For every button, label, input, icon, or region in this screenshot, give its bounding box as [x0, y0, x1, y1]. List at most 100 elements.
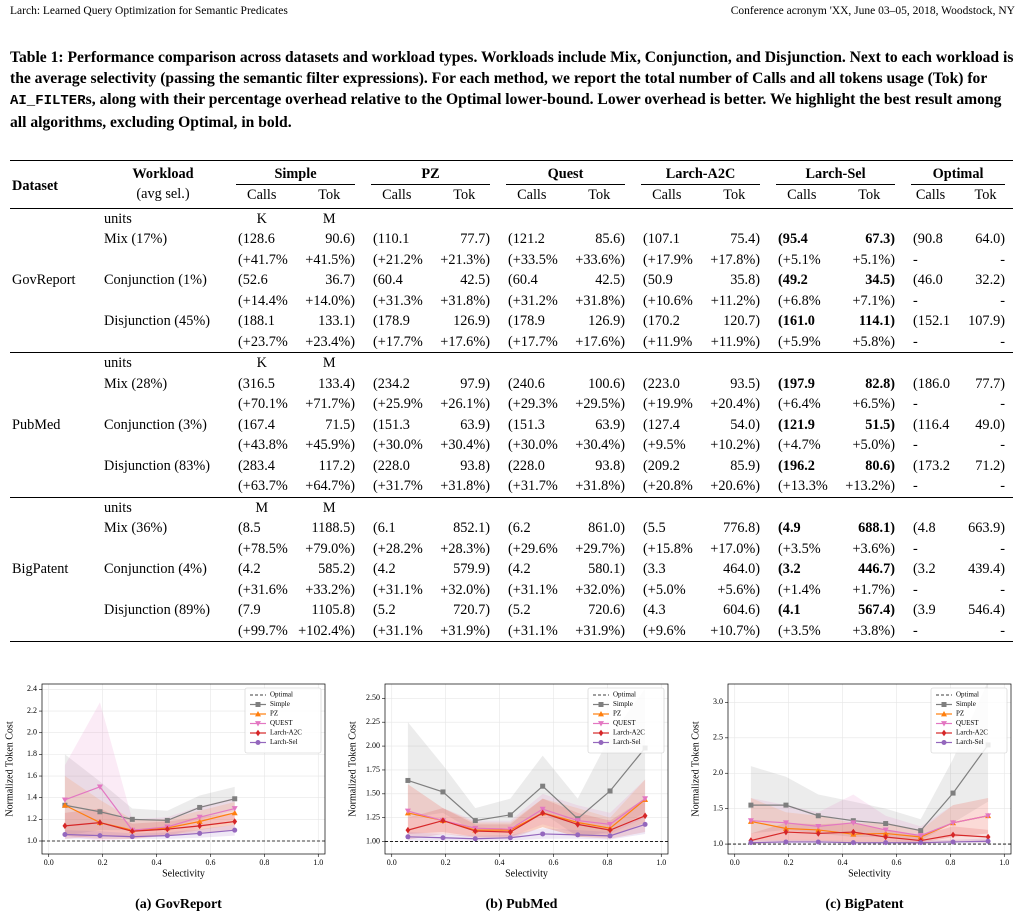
cell: - — [913, 478, 918, 495]
cell: (+31.7% — [373, 478, 423, 495]
marker — [232, 796, 238, 802]
x-tick-label: 0.4 — [495, 858, 505, 867]
cell: 1105.8) — [311, 602, 356, 619]
confidence-band — [407, 779, 646, 837]
legend-marker — [941, 702, 947, 707]
cell: (+28.2% — [373, 540, 423, 557]
cell: +33.6%) — [575, 251, 626, 268]
cell: (4.9 — [778, 520, 801, 537]
marker — [815, 823, 822, 830]
caption-code: AI_FILTER — [10, 93, 86, 109]
marker — [472, 827, 478, 835]
cell: - — [913, 333, 918, 350]
values-row: Mix (28%) (316.5 133.4) (234.2 97.9) (240.6 10… — [10, 374, 1013, 395]
metric-header: Calls — [228, 185, 296, 209]
cell: 34.5) — [865, 272, 896, 289]
workload-name: Mix (28%) — [104, 375, 168, 392]
cell: (4.3 — [643, 602, 666, 619]
cell: +29.5%) — [575, 396, 626, 413]
unit: K — [228, 207, 296, 229]
values-row: Mix (36%) (8.5 1188.5) (6.1 852.1) (6.2 861.0)… — [10, 518, 1013, 539]
plot-frame — [727, 683, 1012, 855]
x-axis-label: Selectivity — [162, 868, 205, 879]
y-tick-label: 2.2 — [27, 706, 37, 715]
cell: 585.2) — [318, 561, 356, 578]
confidence-band — [407, 814, 646, 841]
overhead-row: (+31.6% +33.2%) (+31.1% +32.0%) (+31.1% +32.0… — [10, 580, 1013, 601]
empty-cell — [958, 207, 1014, 229]
empty-cell — [565, 207, 634, 229]
marker — [850, 840, 856, 846]
cell: +31.8%) — [575, 478, 626, 495]
legend-marker — [941, 740, 947, 745]
series-line — [64, 798, 235, 822]
overhead-row: (+99.7% +102.4%) (+31.1% +31.9%) (+31.1% +31.… — [10, 620, 1014, 642]
x-tick-label: 0.6 — [891, 858, 901, 867]
method-name: Simple — [236, 164, 356, 185]
x-tick-label: 0.2 — [784, 858, 794, 867]
legend-label: Larch-Sel — [270, 738, 298, 746]
cell: - — [1000, 292, 1006, 309]
metric-header: Calls — [498, 185, 566, 209]
marker — [540, 831, 546, 837]
legend-label: QUEST — [613, 719, 636, 727]
legend-marker — [941, 721, 947, 727]
header-text: Workload — [132, 166, 194, 182]
marker — [539, 806, 546, 813]
empty-cell — [363, 352, 431, 374]
marker — [950, 820, 957, 826]
cell: (+21.2% — [373, 251, 423, 268]
empty-cell — [363, 496, 431, 518]
cell: - — [913, 251, 918, 268]
cell: 85.9) — [730, 457, 761, 474]
cell: +26.1%) — [440, 396, 491, 413]
marker — [472, 836, 478, 842]
cell: (4.2 — [373, 561, 396, 578]
cell: +1.7%) — [852, 581, 896, 598]
cell: 36.7) — [325, 272, 356, 289]
empty-cell — [903, 352, 959, 374]
marker — [985, 813, 992, 819]
marker — [129, 827, 135, 835]
marker — [574, 818, 581, 824]
cell: (+19.9% — [643, 396, 693, 413]
cell: (+5.0% — [643, 581, 686, 598]
cell: (+41.7% — [238, 251, 288, 268]
y-tick-label: 1.00 — [366, 836, 380, 845]
empty-cell — [633, 207, 701, 229]
marker — [607, 833, 613, 839]
legend-label: Optimal — [956, 691, 979, 699]
empty-cell — [903, 207, 959, 229]
cell: +14.0%) — [305, 292, 356, 309]
series-line — [64, 829, 235, 838]
cell: (46.0 — [913, 272, 943, 289]
marker — [232, 818, 238, 825]
cell: - — [913, 292, 918, 309]
method-header: Optimal — [903, 160, 1014, 185]
cell: (+14.4% — [238, 292, 288, 309]
plot-frame — [384, 683, 669, 855]
units-row: PubMed units K M — [10, 352, 1014, 497]
cell: - — [958, 620, 1014, 642]
x-tick-label: 0.0 — [44, 858, 54, 867]
cell: 77.7) — [975, 375, 1006, 392]
cell: +33.2%) — [305, 581, 356, 598]
marker — [815, 839, 821, 845]
cell: (7.9 — [238, 602, 261, 619]
cell: +17.6%) — [575, 333, 626, 350]
confidence-band — [750, 684, 989, 841]
caption-text: Table 1: Performance comparison across d… — [10, 49, 1014, 87]
empty-cell — [565, 496, 634, 518]
series-line — [407, 812, 646, 833]
x-tick-label: 0.0 — [387, 858, 397, 867]
values-row: Conjunction (3%) (167.4 71.5) (151.3 63.9) (1… — [10, 415, 1013, 436]
cell: 42.5) — [460, 272, 491, 289]
cell: (6.2 — [508, 520, 531, 537]
cell: (+17.9% — [643, 251, 693, 268]
cell: 579.9) — [453, 561, 491, 578]
overhead-row: (+14.4% +14.0%) (+31.3% +31.8%) (+31.2% +31.8… — [10, 291, 1013, 312]
marker — [164, 825, 170, 833]
empty-cell — [430, 496, 499, 518]
confidence-band — [750, 798, 989, 843]
